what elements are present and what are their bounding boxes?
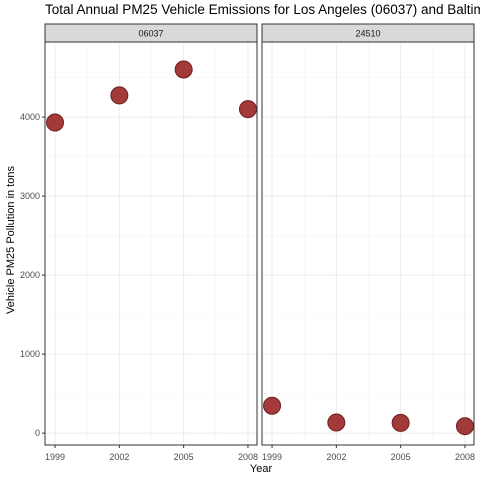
y-axis-label: Vehicle PM25 Pollution in tons [5, 166, 17, 314]
x-tick-label: 2002 [109, 452, 129, 462]
data-point-06037-2008 [238, 100, 257, 119]
x-tick-label: 2008 [455, 452, 475, 462]
x-tick-label: 2005 [174, 452, 194, 462]
x-tick-label: 1999 [262, 452, 282, 462]
panel-06037: 06037 1999 2002 2005 2008 0 1000 2000 3000 4000 [20, 23, 258, 462]
x-tick-label: 2002 [326, 452, 346, 462]
x-tick-label: 2005 [391, 452, 411, 462]
panel-background [262, 42, 474, 445]
y-tick-label: 3000 [20, 191, 40, 201]
y-tick-label: 1000 [20, 349, 40, 359]
data-point-06037-2005 [174, 60, 193, 79]
facet-strip-label: 06037 [138, 29, 163, 39]
y-tick-label: 4000 [20, 112, 40, 122]
x-tick-label: 2008 [238, 452, 258, 462]
data-point-24510-2002 [327, 413, 346, 432]
y-tick-label: 0 [35, 428, 40, 438]
panel-24510: 24510 1999 2002 2005 2008 [261, 23, 475, 462]
chart-title: Total Annual PM25 Vehicle Emissions for … [45, 2, 480, 17]
panel-border [261, 41, 475, 446]
x-tick-label: 1999 [45, 452, 65, 462]
panel-background [45, 42, 257, 445]
panel-border [44, 41, 258, 446]
data-point-24510-1999 [263, 396, 282, 415]
data-point-24510-2008 [455, 417, 474, 436]
x-axis-label: Year [250, 463, 273, 475]
y-tick-label: 2000 [20, 270, 40, 280]
facet-strip-label: 24510 [355, 29, 380, 39]
data-point-06037-1999 [46, 113, 65, 132]
data-point-24510-2005 [391, 413, 410, 432]
panels-group: 06037 1999 2002 2005 2008 0 1000 2000 3000 4000 24… [20, 23, 475, 462]
data-point-06037-2002 [110, 86, 129, 105]
